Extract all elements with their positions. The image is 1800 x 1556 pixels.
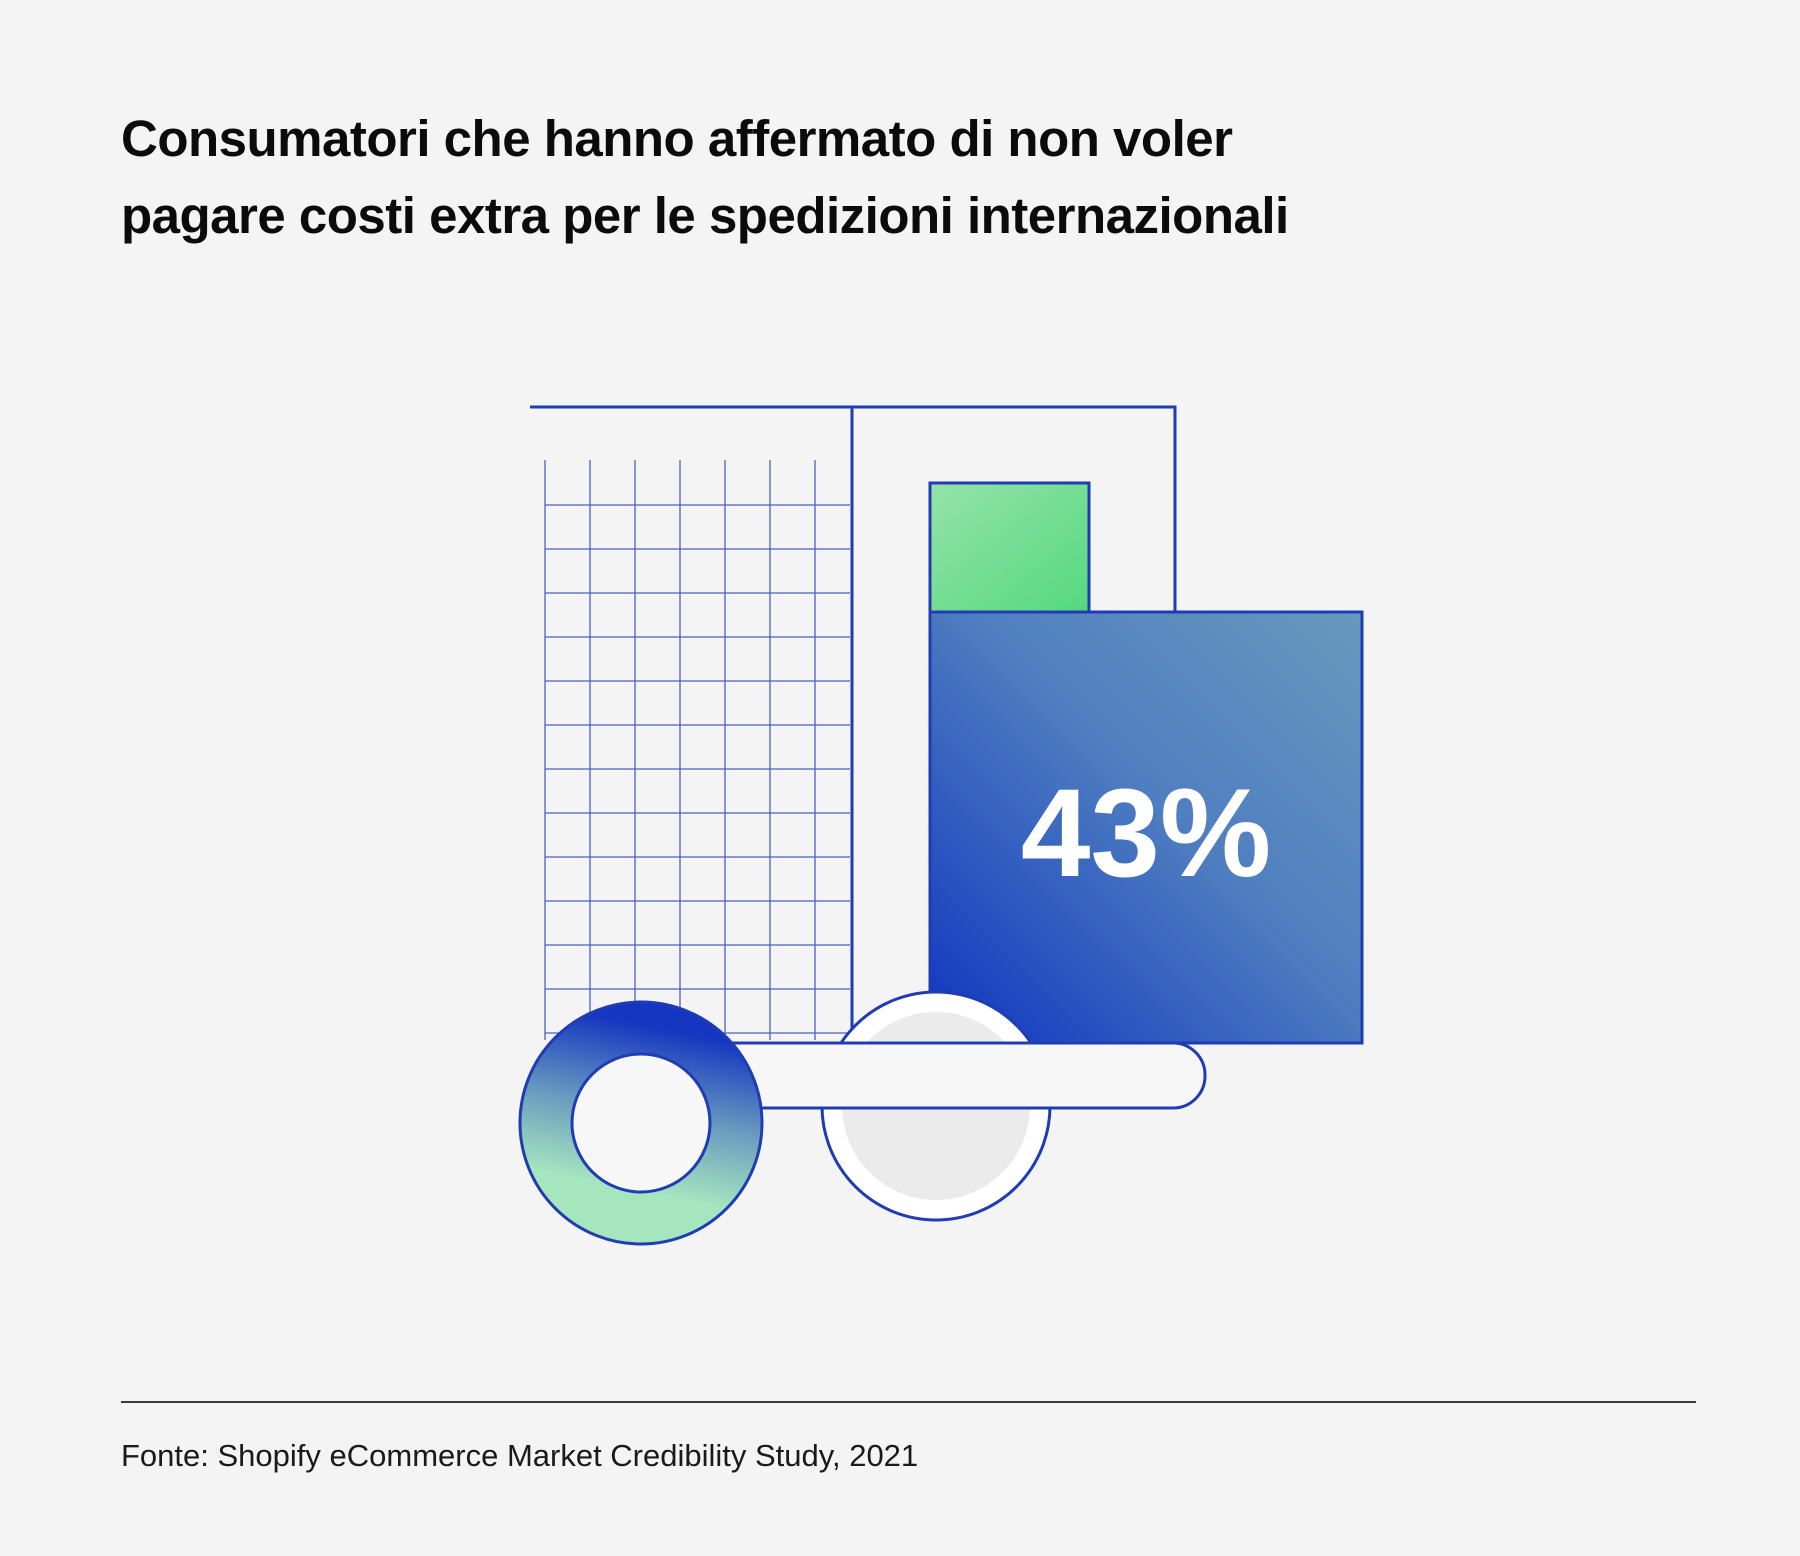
source-note: Fonte: Shopify eCommerce Market Credibil…: [121, 1438, 919, 1473]
grid-pattern: [544, 460, 850, 1040]
page-title: Consumatori che hanno affermato di non v…: [121, 110, 1289, 244]
front-wheel-ring: [520, 1002, 762, 1244]
chassis-bar: [698, 1041, 1207, 1110]
green-block: [928, 481, 1091, 615]
cargo-outline: [530, 405, 1177, 1043]
divider: [121, 1401, 1696, 1403]
stat-value: 43%: [1021, 764, 1271, 903]
stat-box: [928, 610, 1364, 1045]
